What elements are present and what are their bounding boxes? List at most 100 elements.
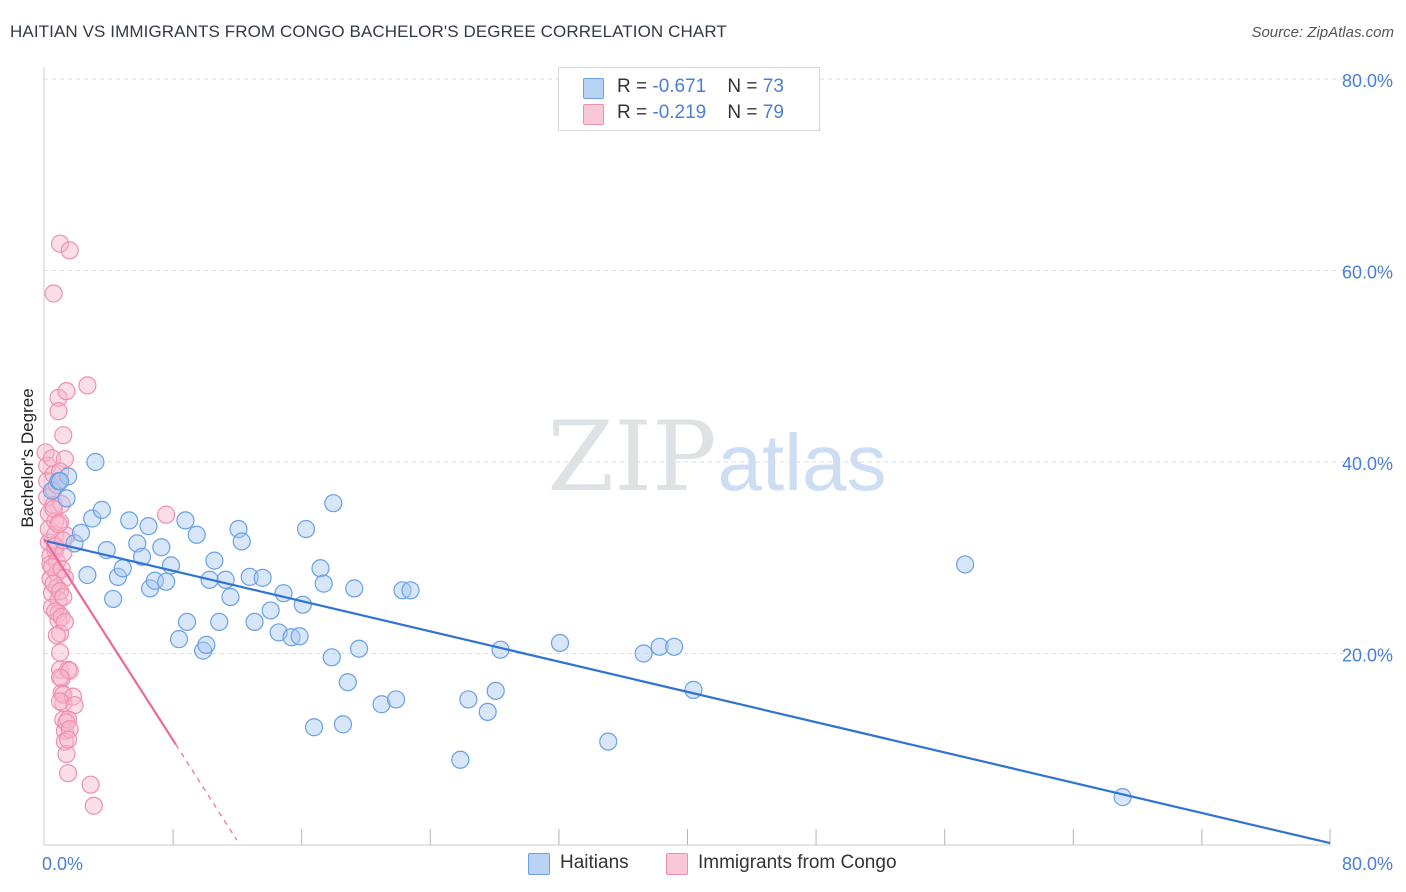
tick-labels: 20.0% 40.0% 60.0% 80.0% 0.0% 80.0% bbox=[42, 71, 1393, 874]
watermark-atlas: atlas bbox=[718, 418, 887, 507]
data-point-haitians bbox=[120, 511, 139, 530]
data-point-haitians bbox=[197, 635, 216, 654]
data-point-haitians bbox=[599, 732, 618, 751]
data-point-congo bbox=[78, 376, 97, 395]
data-point-congo bbox=[57, 382, 76, 401]
data-point-congo bbox=[50, 582, 70, 601]
data-point-congo bbox=[47, 626, 66, 645]
data-point-haitians bbox=[345, 579, 364, 598]
data-point-congo bbox=[50, 234, 70, 253]
data-point-haitians bbox=[550, 633, 570, 653]
data-point-haitians bbox=[296, 519, 316, 539]
data-point-haitians bbox=[152, 538, 171, 557]
y-tick-label: 40.0% bbox=[1342, 454, 1393, 474]
chart-source: Source: ZipAtlas.com bbox=[1251, 24, 1394, 41]
data-point-haitians bbox=[304, 718, 324, 737]
data-point-haitians bbox=[57, 489, 76, 508]
watermark: ZIP atlas bbox=[547, 401, 886, 513]
legend-stats-haitians: R = -0.671 N = 73 bbox=[617, 76, 784, 97]
legend-swatch-congo bbox=[583, 104, 604, 125]
data-point-congo bbox=[54, 710, 73, 729]
data-point-haitians bbox=[1113, 788, 1132, 807]
data-point-haitians bbox=[665, 637, 684, 656]
data-point-haitians bbox=[157, 572, 176, 591]
data-point-haitians bbox=[50, 472, 70, 491]
data-point-haitians bbox=[139, 517, 158, 536]
x-tick-label: 80.0% bbox=[1342, 854, 1393, 874]
data-point-haitians bbox=[86, 452, 105, 472]
data-point-congo bbox=[55, 612, 74, 632]
data-point-haitians bbox=[386, 690, 406, 709]
data-point-haitians bbox=[401, 581, 420, 600]
data-point-haitians bbox=[311, 559, 330, 578]
watermark-zip: ZIP bbox=[547, 401, 716, 513]
legend-label-haitians: Haitians bbox=[560, 852, 629, 873]
data-point-congo bbox=[59, 764, 78, 783]
data-point-congo bbox=[60, 241, 79, 260]
data-point-congo bbox=[49, 515, 68, 534]
data-point-haitians bbox=[92, 500, 111, 519]
trend-line-haitians bbox=[43, 539, 1331, 845]
data-point-haitians bbox=[169, 630, 189, 649]
data-point-haitians bbox=[221, 587, 240, 607]
data-point-congo bbox=[59, 730, 78, 749]
data-point-haitians bbox=[261, 601, 280, 620]
data-point-congo bbox=[54, 426, 73, 445]
legend-swatch-congo-bottom bbox=[666, 853, 688, 875]
data-point-haitians bbox=[132, 547, 152, 566]
data-point-congo bbox=[50, 668, 70, 687]
data-point-haitians bbox=[177, 612, 197, 632]
data-point-haitians bbox=[322, 648, 341, 667]
data-point-congo bbox=[157, 505, 176, 524]
data-point-haitians bbox=[486, 681, 505, 700]
data-point-haitians bbox=[176, 511, 195, 530]
data-point-haitians bbox=[372, 695, 391, 714]
data-point-haitians bbox=[210, 612, 229, 632]
data-point-congo bbox=[60, 661, 79, 680]
data-point-congo bbox=[54, 587, 73, 607]
data-point-haitians bbox=[232, 532, 251, 551]
trend-line-congo bbox=[43, 538, 177, 746]
data-point-haitians bbox=[955, 555, 975, 574]
data-point-haitians bbox=[634, 644, 653, 663]
series-immigrants-from-congo bbox=[36, 234, 176, 815]
data-point-haitians bbox=[108, 567, 128, 587]
data-point-haitians bbox=[187, 525, 206, 544]
y-tick-label: 60.0% bbox=[1342, 263, 1393, 283]
data-point-haitians bbox=[650, 637, 669, 656]
legend-label-congo: Immigrants from Congo bbox=[698, 852, 897, 873]
data-point-haitians bbox=[459, 690, 478, 709]
data-point-haitians bbox=[128, 534, 147, 553]
data-point-haitians bbox=[194, 641, 213, 660]
data-point-congo bbox=[57, 744, 76, 764]
data-point-congo bbox=[84, 796, 103, 815]
data-point-haitians bbox=[324, 494, 343, 513]
y-tick-label: 20.0% bbox=[1342, 646, 1393, 666]
data-point-congo bbox=[50, 643, 70, 662]
data-point-congo bbox=[50, 692, 70, 711]
trend-line-congo-extension bbox=[175, 744, 238, 841]
data-point-haitians bbox=[78, 565, 97, 585]
y-tick-label: 80.0% bbox=[1342, 71, 1393, 91]
data-point-haitians bbox=[71, 523, 91, 542]
legend-swatch-haitians bbox=[583, 78, 604, 99]
data-point-haitians bbox=[478, 702, 497, 722]
data-point-haitians bbox=[253, 568, 272, 587]
legend-swatch-haitians-bottom bbox=[528, 853, 550, 875]
chart-title: HAITIAN VS IMMIGRANTS FROM CONGO BACHELO… bbox=[10, 22, 727, 41]
data-point-haitians bbox=[205, 551, 224, 570]
data-point-haitians bbox=[113, 559, 132, 578]
data-point-haitians bbox=[451, 750, 470, 769]
x-tick-label: 0.0% bbox=[42, 854, 83, 874]
correlation-legend: R = -0.671 N = 73 R = -0.219 N = 79 bbox=[558, 67, 820, 131]
data-point-haitians bbox=[293, 595, 312, 614]
data-point-haitians bbox=[290, 627, 309, 646]
data-point-haitians bbox=[245, 612, 264, 632]
data-point-haitians bbox=[333, 715, 353, 734]
data-point-congo bbox=[44, 284, 63, 303]
trend-lines bbox=[43, 538, 1331, 845]
data-point-haitians bbox=[104, 589, 123, 609]
data-point-haitians bbox=[338, 673, 357, 692]
legend-stats-congo: R = -0.219 N = 79 bbox=[617, 102, 784, 123]
